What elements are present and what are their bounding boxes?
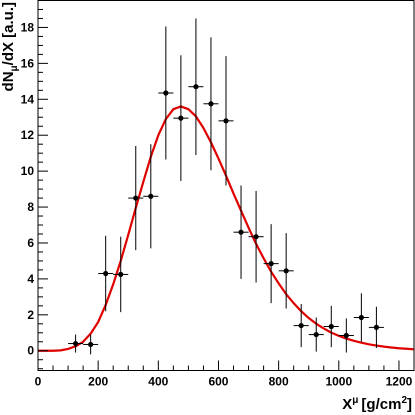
point-marker bbox=[163, 90, 169, 96]
x-tick-label: 600 bbox=[208, 375, 228, 389]
point-marker bbox=[208, 101, 214, 107]
y-tick-label: 6 bbox=[27, 236, 34, 250]
y-tick-label: 0 bbox=[27, 344, 34, 358]
point-marker bbox=[253, 234, 259, 240]
data-point bbox=[353, 293, 369, 342]
data-point bbox=[263, 224, 279, 304]
point-marker bbox=[328, 323, 334, 330]
data-point bbox=[203, 37, 219, 171]
point-marker bbox=[103, 270, 109, 277]
x-tick-label: 1200 bbox=[386, 375, 413, 389]
point-marker bbox=[298, 322, 304, 329]
x-axis: 0 200 400 600 800 1000 1200 bbox=[35, 360, 415, 389]
point-marker bbox=[193, 84, 199, 90]
x-tick-label: 1000 bbox=[325, 375, 352, 389]
x-tick-label: 200 bbox=[88, 375, 108, 389]
plot-frame bbox=[37, 0, 415, 371]
y-axis-title: dNμ/dX [a.u.] bbox=[0, 2, 20, 91]
y-tick-label: 12 bbox=[21, 128, 35, 142]
x-tick-label: 800 bbox=[269, 375, 289, 389]
y-axis: 0 2 4 6 8 10 12 14 16 18 bbox=[21, 8, 48, 370]
point-marker bbox=[358, 314, 364, 321]
data-point bbox=[83, 334, 99, 355]
point-marker bbox=[373, 324, 379, 330]
y-tick-label: 10 bbox=[21, 164, 35, 178]
data-point bbox=[218, 56, 234, 186]
point-marker bbox=[88, 341, 94, 348]
data-point bbox=[323, 305, 339, 348]
point-marker bbox=[268, 261, 274, 267]
y-tick-label: 2 bbox=[27, 308, 34, 322]
data-point bbox=[143, 144, 159, 249]
data-point bbox=[68, 334, 84, 353]
y-tick-label: 16 bbox=[21, 56, 35, 70]
y-tick-label: 4 bbox=[27, 272, 34, 286]
y-tick-label: 14 bbox=[21, 92, 35, 106]
data-point bbox=[113, 236, 129, 313]
data-point bbox=[293, 304, 309, 348]
x-tick-label: 400 bbox=[148, 375, 168, 389]
data-point bbox=[158, 26, 174, 160]
data-point bbox=[128, 145, 144, 251]
point-marker bbox=[73, 340, 79, 347]
x-tick-label: 0 bbox=[35, 375, 42, 389]
point-marker bbox=[343, 332, 349, 339]
data-point bbox=[338, 318, 354, 353]
y-tick-label: 18 bbox=[21, 20, 35, 34]
data-point bbox=[278, 233, 294, 309]
point-marker bbox=[223, 118, 229, 124]
x-axis-title: Xμ [g/cm2] bbox=[342, 395, 412, 413]
point-marker bbox=[283, 268, 289, 274]
point-marker bbox=[118, 271, 124, 278]
y-tick-label: 8 bbox=[27, 200, 34, 214]
point-marker bbox=[133, 195, 139, 201]
data-point bbox=[233, 185, 249, 279]
data-point bbox=[368, 306, 384, 349]
data-point bbox=[173, 55, 189, 182]
point-marker bbox=[178, 115, 184, 121]
data-point bbox=[248, 190, 264, 283]
point-marker bbox=[238, 229, 244, 235]
point-marker bbox=[313, 331, 319, 338]
data-point bbox=[308, 317, 324, 352]
point-marker bbox=[148, 193, 154, 199]
data-point bbox=[98, 235, 114, 312]
data-point bbox=[188, 18, 204, 155]
data-points-layer bbox=[68, 18, 384, 355]
